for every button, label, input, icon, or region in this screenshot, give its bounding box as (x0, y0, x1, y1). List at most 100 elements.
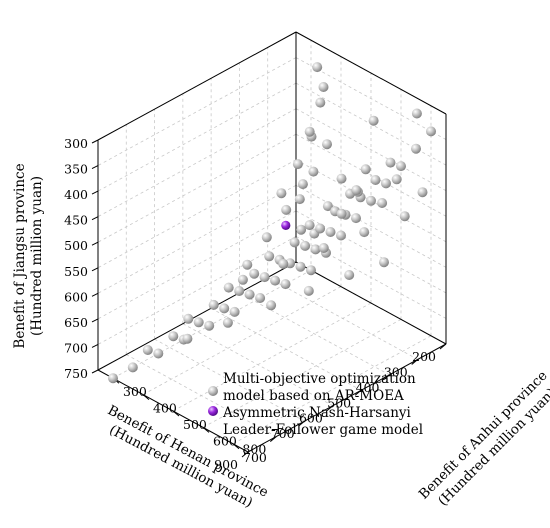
data-point-ar-moea (351, 185, 362, 196)
data-point-ar-moea (368, 115, 379, 126)
y-axis-tick-label: 400 (356, 380, 380, 395)
grid-line-y-floor (182, 323, 334, 407)
data-point-ar-moea (295, 261, 306, 272)
y-axis-tick-label: 700 (271, 426, 295, 441)
z-axis-tick (91, 165, 99, 170)
data-point-ar-moea (294, 194, 305, 205)
grid-line-z-wall-left (97, 236, 297, 345)
data-points (108, 62, 436, 384)
grid-line-y-floor (154, 338, 305, 422)
z-axis-tick (91, 343, 99, 348)
y-axis-tick (383, 374, 390, 381)
y-axis-tick (354, 389, 362, 396)
data-point-ar-moea (208, 299, 219, 310)
data-point-ar-moea (266, 300, 277, 311)
z-axis-tick (91, 139, 99, 144)
z-axis-tick-label: 450 (64, 213, 88, 228)
top-edge-x (295, 31, 447, 115)
data-point-ar-moea (315, 223, 326, 234)
data-point-ar-moea (308, 166, 319, 177)
data-point-ar-moea (318, 243, 329, 253)
data-point-ar-moea (261, 232, 272, 243)
legend-label-ar-moea-line2: model based on AR-MOEA (223, 388, 404, 404)
data-point-ar-moea (183, 313, 194, 324)
data-point-ar-moea (306, 265, 316, 276)
data-point-ar-moea (182, 333, 193, 344)
data-point-ar-moea (219, 303, 230, 314)
data-point-ar-moea (193, 317, 204, 328)
data-point-ar-moea (318, 82, 329, 92)
data-point-ar-moea (292, 159, 303, 170)
legend-label-nash-line1: Asymmetric Nash-Harsanyi (222, 405, 412, 421)
z-axis-tick-label: 500 (64, 238, 88, 253)
data-point-ar-moea (259, 272, 270, 283)
data-point-ar-moea (296, 224, 307, 235)
legend: Multi-objective optimization model based… (208, 371, 423, 438)
data-point-ar-moea (303, 285, 314, 296)
data-point-ar-moea (385, 157, 396, 168)
data-point-ar-moea (359, 227, 370, 238)
x-axis-tick (202, 427, 210, 433)
grid-line-y-floor (267, 277, 418, 360)
data-point-ar-moea (336, 230, 346, 241)
y-axis-tick (411, 359, 419, 365)
x-axis-tick-label: 400 (153, 401, 177, 416)
legend-marker-ar-moea (208, 386, 218, 396)
x-axis-tick-label: 500 (183, 417, 207, 432)
y-axis-tick-label: 900 (214, 457, 238, 472)
data-point-ar-moea (289, 237, 300, 248)
data-point-ar-moea (336, 208, 347, 219)
grid-line-y-floor (126, 354, 277, 437)
data-point-ar-moea (234, 286, 245, 296)
data-point-ar-moea (322, 201, 333, 212)
data-point-ar-moea (108, 373, 118, 384)
data-point-ar-moea (222, 317, 233, 328)
data-point-ar-moea (370, 175, 381, 185)
grid-line-z-wall-left (97, 57, 297, 166)
data-point-ar-moea (264, 251, 275, 262)
grid-line-x-floor (142, 286, 342, 395)
z-axis-tick-label: 400 (64, 187, 88, 202)
z-axis-tick-label: 600 (64, 289, 88, 304)
data-point-ar-moea (300, 240, 311, 251)
data-point-ar-moea (322, 139, 332, 150)
data-point-ar-moea (229, 306, 240, 317)
data-point-ar-moea (297, 179, 308, 190)
grid-line-z-wall-right (295, 133, 447, 217)
data-point-ar-moea (280, 279, 291, 290)
y-axis-tick-label: 500 (327, 395, 351, 410)
data-point-nash (281, 220, 291, 230)
data-point-ar-moea (304, 126, 315, 137)
x-axis-tick-label: 600 (213, 433, 237, 448)
data-point-ar-moea (244, 289, 255, 300)
data-point-ar-moea (223, 282, 234, 293)
grid-line-z-wall-right (295, 57, 447, 140)
z-axis-tick (91, 318, 99, 323)
z-axis-tick (91, 292, 99, 297)
data-point-ar-moea (142, 345, 153, 355)
data-point-ar-moea (315, 97, 326, 108)
grid-line-z-wall-right (295, 184, 447, 268)
grid-line-z-wall-left (97, 184, 297, 294)
grid-line-z-wall-left (97, 159, 297, 269)
x-axis-tick (232, 443, 240, 450)
data-point-ar-moea (351, 213, 361, 224)
z-axis-tick (91, 369, 99, 374)
y-axis-tick-label: 600 (299, 411, 323, 426)
grid-line-x-floor (202, 319, 402, 428)
data-point-ar-moea (281, 204, 292, 215)
data-point-ar-moea (379, 257, 389, 268)
data-point-ar-moea (270, 275, 281, 286)
grid-line-z-wall-right (295, 108, 447, 192)
data-point-ar-moea (304, 220, 315, 231)
data-point-ar-moea (381, 178, 391, 189)
y-axis-tick (298, 420, 305, 427)
grid-line-z-wall-left (97, 108, 297, 218)
floor-edge-x (295, 261, 447, 345)
grid-line-z-wall-right (295, 236, 447, 319)
data-point-ar-moea (242, 259, 253, 270)
grid-line-y-floor (210, 307, 362, 391)
grid-line-x-floor (172, 302, 372, 412)
grid-line-z-wall-left (97, 210, 297, 320)
